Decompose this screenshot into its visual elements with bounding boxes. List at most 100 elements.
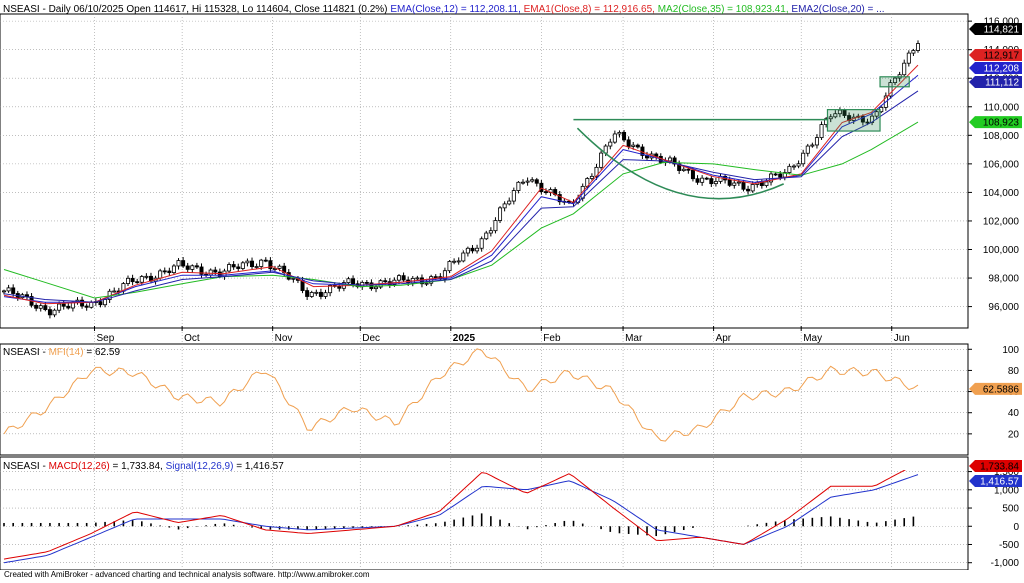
candle-body [704,177,709,180]
ema20-line [3,90,919,303]
price-y-tick-label: 116,000 [984,17,1020,28]
ema20-legend: EMA2(Close,20) = ... [791,4,884,15]
price-bars [2,40,921,319]
candle-body [672,157,677,165]
signal-line [3,474,919,564]
candle-body [364,281,369,284]
x-tick-label: Nov [275,333,293,344]
signal-tag-bg [969,475,1022,487]
candle-body [227,264,232,272]
candle-body [11,287,16,294]
candle-body [199,266,204,275]
mfi-legend: MFI(14) [49,347,84,358]
mfi-y-tick-label: 40 [1008,408,1020,419]
candle-body [819,124,824,139]
candle-body [374,286,379,290]
x-tick-label: Mar [625,333,643,344]
x-tick-label: Dec [362,333,380,344]
price-y-tick-label: 104,000 [983,188,1020,199]
ma35-line [3,121,919,299]
handle-box [826,109,881,132]
candle-body [805,145,810,154]
price-y-tick-label: 96,000 [988,302,1019,313]
price-y-tick-label: 108,000 [983,131,1020,142]
ema20-tag: 111,112 [969,76,1022,89]
candle-body [502,203,507,209]
candle-body [396,275,401,281]
candle-body [764,181,769,186]
candle-body [727,179,732,186]
candle-body [534,179,539,184]
price-y-tick-label: 98,000 [988,274,1019,285]
candle-body [736,181,741,184]
candle-body [612,133,617,143]
candle-body [181,260,186,267]
ema20-tag-text: 111,112 [985,78,1019,89]
candle-body [139,276,144,283]
candle-body [6,287,11,292]
candle-body [259,259,264,267]
candle-body [208,269,213,276]
flag-box [879,76,910,88]
mfi-tag-bg [969,382,1022,395]
ema12-tag-bg [969,62,1022,74]
candle-body [543,191,548,194]
candle-body [465,247,470,254]
candle-body [314,291,319,294]
candle-body [493,220,498,232]
x-tick-label: Apr [716,333,732,344]
macd-tag-bg [969,460,1022,472]
candle-body [888,82,893,97]
value-tags: 114,821 112,917 112,208 111,112 108,923 62.58… [969,23,1022,488]
signal-header-value: = 1,416.57 [236,461,284,472]
macd-y-tick-label: 1,000 [994,485,1019,496]
candle-body [791,165,796,168]
candle-body [773,173,778,176]
candle-body [516,181,521,191]
x-tick-label: Oct [184,333,200,344]
candle-body [126,277,131,284]
candle-body [750,184,755,192]
footer-credit: Created with AmiBroker - advanced charti… [4,570,370,579]
mfi-header-prefix: NSEASI - [3,347,49,358]
candle-body [617,131,622,135]
chart-pattern-annotations [573,76,910,200]
x-tick-label: Jun [894,333,910,344]
candle-body [599,152,604,168]
candle-body [415,277,420,280]
candle-body [787,165,792,173]
candle-body [902,62,907,76]
candle-body [622,131,627,141]
stock-chart: 116,000114,000112,000110,000108,000106,0… [0,4,1022,570]
candle-body [484,232,489,240]
ma35-tag: 108,923 [969,116,1022,129]
signal-tag-text: 1,416.57 [980,477,1019,488]
candle-body [213,269,218,273]
candle-body [130,277,135,283]
candle-body [690,169,695,180]
mfi-tag: 62.5886 [969,382,1022,395]
candle-body [263,259,268,262]
candle-body [250,260,255,268]
candle-body [695,178,700,183]
candle-body [833,113,838,118]
candle-body [906,52,911,64]
candle-body [240,262,245,269]
candle-body [860,115,865,123]
candle-body [916,43,921,51]
candle-body [470,247,475,252]
candle-body [47,309,52,316]
candle-body [34,304,39,309]
mfi-panel-header: NSEASI - MFI(14) = 62.59 [3,347,120,358]
candle-body [475,247,480,252]
x-tick-label: Feb [543,333,561,344]
candle-body [778,173,783,178]
price-y-tick-label: 106,000 [983,159,1020,170]
candle-body [539,182,544,193]
candle-body [732,182,737,186]
candle-body [667,157,672,162]
candle-body [305,290,310,297]
candle-body [291,277,296,280]
ema12-line [3,74,919,303]
candle-body [176,260,181,267]
